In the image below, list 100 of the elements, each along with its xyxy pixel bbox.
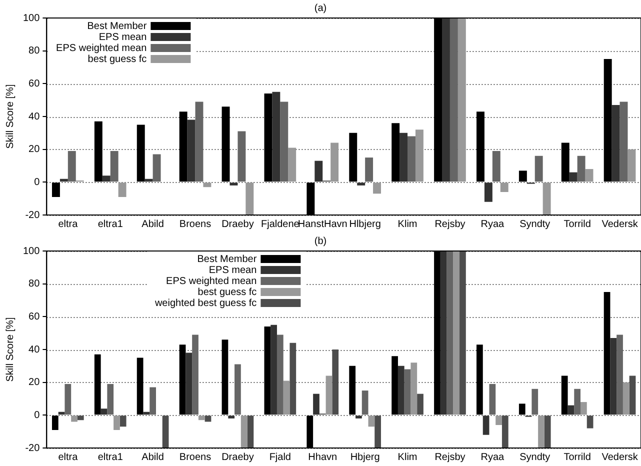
bar xyxy=(622,382,630,415)
bar xyxy=(580,402,587,415)
bar xyxy=(365,158,374,182)
x-tick-label: Rejsby xyxy=(434,218,466,230)
x-tick-label: Abild xyxy=(142,218,164,230)
bar xyxy=(94,354,101,415)
bar xyxy=(610,338,617,415)
bar xyxy=(585,169,594,182)
y-tick-label: 100 xyxy=(22,12,40,24)
bar xyxy=(313,394,320,415)
x-tick-label: Klim xyxy=(398,218,418,230)
bar xyxy=(110,150,118,182)
bar xyxy=(392,356,398,415)
bar xyxy=(518,404,526,415)
bar xyxy=(442,18,450,182)
bar xyxy=(574,388,581,415)
x-tick-label: eltra xyxy=(58,452,78,463)
bar xyxy=(150,387,156,415)
y-tick-label: -20 xyxy=(25,442,40,454)
bar xyxy=(234,364,241,415)
x-tick-label: Syndty xyxy=(520,218,550,230)
bar xyxy=(532,388,538,415)
x-tick-label: Rejsby xyxy=(434,452,466,463)
x-tick-label: Vedersk xyxy=(602,218,639,230)
y-tick-label: -20 xyxy=(25,210,40,221)
bar xyxy=(326,376,332,415)
bar xyxy=(276,334,284,415)
bar xyxy=(192,334,198,415)
bar xyxy=(604,59,612,182)
bar xyxy=(52,416,58,430)
bar xyxy=(453,251,460,415)
bar xyxy=(52,182,60,197)
bar xyxy=(68,150,76,182)
bar xyxy=(518,170,527,182)
bar xyxy=(569,172,578,182)
bar xyxy=(100,408,108,415)
bar xyxy=(264,94,272,182)
bar xyxy=(136,358,144,415)
bar xyxy=(400,132,408,182)
bar xyxy=(404,369,411,415)
bar xyxy=(368,416,375,427)
bar xyxy=(314,160,323,182)
bar xyxy=(446,251,454,415)
bar xyxy=(330,142,339,182)
bar xyxy=(144,178,153,182)
y-tick-label: 40 xyxy=(28,111,40,122)
bar xyxy=(398,366,404,415)
bar xyxy=(222,340,228,415)
x-tick-label: eltra1 xyxy=(98,452,124,463)
bar xyxy=(288,148,296,182)
y-tick-label: 80 xyxy=(28,46,40,57)
y-tick-label: 80 xyxy=(28,278,40,290)
y-tick-label: 0 xyxy=(34,176,40,188)
y-tick-label: 20 xyxy=(28,144,40,156)
bar xyxy=(230,182,238,186)
legend-label: EPS weighted mean xyxy=(56,42,147,54)
y-tick-label: 0 xyxy=(34,410,40,421)
bar xyxy=(195,102,204,182)
bar xyxy=(203,182,212,188)
x-tick-label: Ryaa xyxy=(480,452,505,463)
bar xyxy=(357,182,366,186)
bar xyxy=(280,102,288,182)
bar xyxy=(392,123,400,182)
bar xyxy=(238,131,246,182)
chart-title: (b) xyxy=(314,236,327,247)
y-tick-label: 60 xyxy=(28,311,40,322)
bar xyxy=(534,156,543,182)
bar xyxy=(102,176,110,182)
bar xyxy=(246,182,254,215)
bar xyxy=(272,92,280,182)
bar xyxy=(538,416,544,448)
bar xyxy=(60,178,68,182)
bar xyxy=(410,362,418,415)
x-tick-label: Broens xyxy=(179,218,212,230)
x-tick-label: eltra1 xyxy=(98,218,124,230)
bar xyxy=(152,154,161,182)
legend-label: EPS weighted mean xyxy=(166,276,257,287)
x-tick-label: Ryaa xyxy=(480,218,505,230)
chart-title: (a) xyxy=(314,2,327,14)
bar xyxy=(450,18,458,182)
bar xyxy=(264,326,271,415)
bar xyxy=(496,416,502,426)
bar xyxy=(489,384,496,415)
bar xyxy=(561,376,568,415)
x-tick-label: Hhavn xyxy=(308,452,338,463)
bar xyxy=(568,405,574,415)
bar xyxy=(118,182,126,197)
y-axis-title: Skill Score [%] xyxy=(4,317,16,382)
x-tick-label: Fjald xyxy=(269,452,292,463)
x-tick-label: Syndty xyxy=(520,452,550,463)
x-tick-label: Hlbjerg xyxy=(349,218,381,230)
y-tick-label: 20 xyxy=(28,377,40,388)
legend-label: Best Member xyxy=(87,20,148,32)
bar xyxy=(107,384,114,415)
bar xyxy=(222,106,230,182)
bar xyxy=(628,149,636,182)
bar xyxy=(492,150,500,182)
bar xyxy=(64,384,72,415)
legend-label: EPS mean xyxy=(208,264,257,276)
legend-label: Best Member xyxy=(197,254,258,265)
